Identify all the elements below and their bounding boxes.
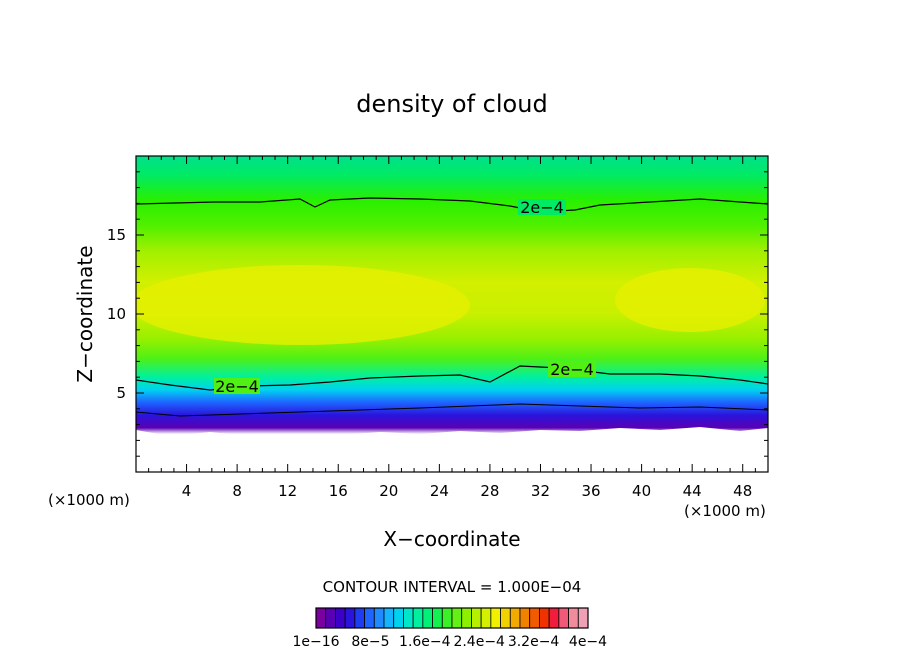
contour-label-bg-3 bbox=[214, 378, 260, 394]
colorbar-swatch bbox=[393, 607, 404, 629]
colorbar-swatch bbox=[451, 607, 463, 629]
colorbar-swatch bbox=[325, 607, 336, 629]
x-unit-right: (×1000 m) bbox=[684, 502, 766, 520]
contour-label-left: 2e−4 bbox=[215, 377, 259, 396]
colorbar-label: 1.6e−4 bbox=[399, 634, 451, 650]
colorbar-label: 1e−16 bbox=[292, 634, 339, 650]
colorbar-swatch bbox=[568, 607, 579, 629]
x-tick-label: 32 bbox=[531, 482, 550, 500]
colorbar-swatch bbox=[335, 607, 346, 629]
colorbar-label: 8e−5 bbox=[351, 634, 389, 650]
colorbar-labels: 1e−16 8e−5 1.6e−4 2.4e−4 3.2e−4 4e−4 bbox=[292, 634, 607, 650]
colorbar-swatch bbox=[383, 607, 395, 629]
colorbar-swatch bbox=[432, 607, 443, 629]
colorbar-swatch bbox=[315, 607, 327, 629]
y-tick-label: 10 bbox=[107, 305, 126, 323]
colorbar-swatch bbox=[480, 607, 492, 629]
x-axis-label: X−coordinate bbox=[383, 527, 520, 551]
x-tick-label: 8 bbox=[232, 482, 242, 500]
contour-label-bg-1 bbox=[518, 199, 566, 215]
density-field bbox=[136, 156, 768, 472]
colorbar-swatch bbox=[354, 607, 365, 629]
lower-cloud-boundary bbox=[136, 427, 768, 472]
colorbar-swatch bbox=[461, 607, 472, 629]
colorbar-swatch bbox=[539, 607, 550, 629]
x-tick-label: 12 bbox=[278, 482, 297, 500]
colorbar-swatch bbox=[509, 607, 521, 629]
y-tick-label: 15 bbox=[107, 226, 126, 244]
yellow-core-left bbox=[136, 265, 470, 345]
y-axis: 5 10 15 bbox=[107, 171, 768, 457]
colorbar-label: 4e−4 bbox=[569, 634, 607, 650]
colorbar-swatch bbox=[558, 607, 569, 629]
x-tick-label: 40 bbox=[632, 482, 651, 500]
y-tick-label: 5 bbox=[116, 384, 126, 402]
colorbar-swatch bbox=[548, 607, 560, 629]
contour-label-bg-2 bbox=[548, 361, 596, 377]
x-tick-label: 20 bbox=[379, 482, 398, 500]
x-tick-label: 48 bbox=[733, 482, 752, 500]
chart-title: density of cloud bbox=[356, 90, 547, 118]
contour-interval-note: CONTOUR INTERVAL = 1.000E−04 bbox=[323, 578, 582, 596]
x-tick-label: 24 bbox=[430, 482, 449, 500]
colorbar bbox=[315, 607, 589, 629]
colorbar-swatch bbox=[577, 607, 589, 629]
colorbar-swatch bbox=[344, 607, 356, 629]
colorbar-label: 2.4e−4 bbox=[453, 634, 505, 650]
colorbar-swatch bbox=[412, 607, 424, 629]
x-tick-label: 44 bbox=[683, 482, 702, 500]
x-unit-left: (×1000 m) bbox=[48, 491, 130, 509]
x-tick-label: 28 bbox=[480, 482, 499, 500]
colorbar-swatch bbox=[490, 607, 501, 629]
colorbar-swatch bbox=[364, 607, 375, 629]
colorbar-swatch bbox=[403, 607, 414, 629]
contour-label-upper: 2e−4 bbox=[520, 198, 564, 217]
x-tick-label: 4 bbox=[182, 482, 192, 500]
colorbar-swatch bbox=[529, 607, 540, 629]
colorbar-swatch bbox=[422, 607, 433, 629]
colorbar-swatch bbox=[500, 607, 511, 629]
colorbar-swatch bbox=[373, 607, 385, 629]
y-axis-label: Z−coordinate bbox=[73, 245, 97, 382]
x-tick-label: 36 bbox=[581, 482, 600, 500]
yellow-core-right bbox=[615, 268, 765, 332]
colorbar-swatch bbox=[471, 607, 482, 629]
contour-upper bbox=[136, 197, 768, 213]
x-axis: 4 8 12 16 20 24 28 32 36 40 44 48 bbox=[148, 156, 756, 500]
colorbar-frame bbox=[315, 607, 589, 629]
x-tick-label: 16 bbox=[329, 482, 348, 500]
colorbar-swatch bbox=[519, 607, 531, 629]
contour-label-mid: 2e−4 bbox=[550, 360, 594, 379]
colorbar-label: 3.2e−4 bbox=[508, 634, 560, 650]
colorbar-swatch bbox=[441, 607, 453, 629]
contour-base bbox=[136, 403, 768, 417]
